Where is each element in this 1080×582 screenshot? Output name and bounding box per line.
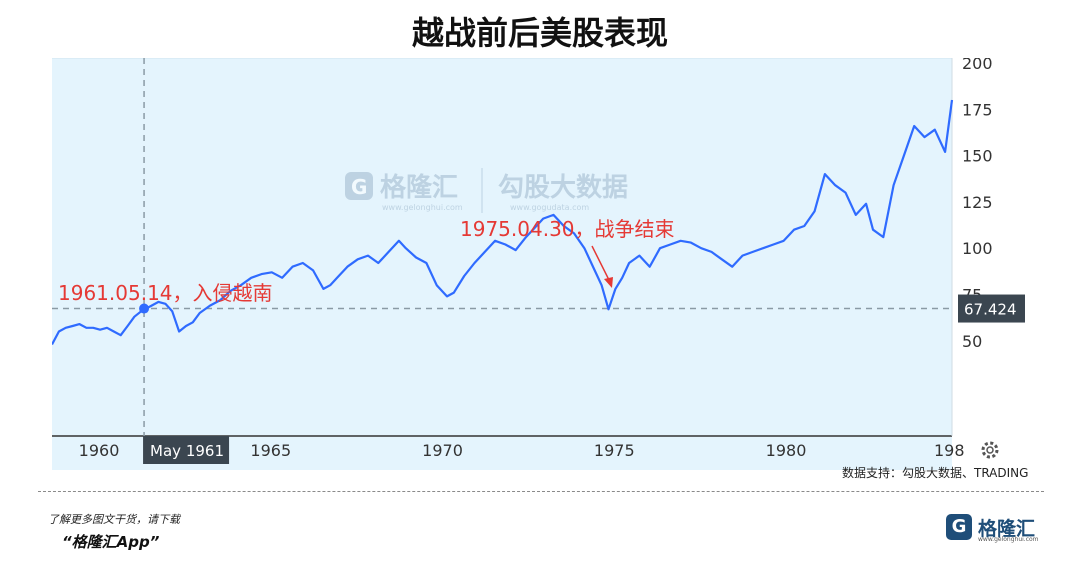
y-crosshair-badge: 67.424 bbox=[958, 294, 1025, 323]
brand-name: 格隆汇 bbox=[978, 518, 1036, 540]
svg-text:May 1961: May 1961 bbox=[150, 442, 224, 460]
chart-svg: G 格隆汇 www.gelonghui.com 勾股大数据 www.goguda… bbox=[52, 58, 1052, 470]
crosshair-point[interactable] bbox=[139, 303, 150, 314]
brand-logo-icon: G bbox=[946, 514, 972, 540]
watermark-brand: 格隆汇 bbox=[380, 172, 458, 203]
series-line bbox=[52, 99, 954, 346]
chart-title: 越战前后美股表现 bbox=[411, 14, 668, 52]
plot-background bbox=[52, 58, 952, 470]
x-tick-label: 1975 bbox=[594, 441, 635, 460]
gear-icon[interactable] bbox=[981, 441, 999, 459]
annotation-invasion: 1961.05.14，入侵越南 bbox=[58, 281, 273, 305]
y-tick-label: 100 bbox=[962, 239, 993, 258]
x-tick-label: 1965 bbox=[250, 441, 291, 460]
y-tick-label: 150 bbox=[962, 147, 993, 166]
annotation-arrow-line bbox=[591, 245, 611, 283]
brand-logo: G 格隆汇 www.gelonghui.com bbox=[946, 514, 1046, 544]
annotation-arrow-head bbox=[604, 277, 613, 288]
chart: G 格隆汇 www.gelonghui.com 勾股大数据 www.goguda… bbox=[52, 58, 1052, 470]
watermark-gogu-sub: www.gogudata.com bbox=[510, 203, 589, 212]
watermark-logo-icon bbox=[345, 172, 373, 200]
y-tick-label: 175 bbox=[962, 100, 993, 119]
y-tick-label: 50 bbox=[962, 332, 982, 351]
x-tick-label: 1960 bbox=[79, 441, 120, 460]
data-source: 数据支持：勾股大数据、TRADING bbox=[842, 466, 1029, 480]
watermark: G 格隆汇 www.gelonghui.com 勾股大数据 www.goguda… bbox=[345, 168, 628, 213]
watermark-brand-sub: www.gelonghui.com bbox=[382, 203, 463, 212]
x-tick-label: 1980 bbox=[766, 441, 807, 460]
footer-divider bbox=[38, 491, 1044, 492]
y-axis-area bbox=[952, 58, 1052, 470]
y-tick-label: 200 bbox=[962, 58, 993, 73]
x-tick-labels: 1960 1965 1970 1975 1980 198 bbox=[79, 441, 965, 460]
footer-promo-text: 了解更多图文干货，请下载 bbox=[48, 513, 180, 526]
x-crosshair-badge: May 1961 bbox=[143, 436, 230, 464]
y-tick-label: 125 bbox=[962, 193, 993, 212]
watermark-gogu: 勾股大数据 bbox=[498, 173, 628, 203]
annotation-war-end: 1975.04.30，战争结束 bbox=[460, 217, 675, 241]
y-tick-labels: 5075100125150175200 bbox=[962, 58, 993, 351]
x-tick-label: 198 bbox=[934, 441, 965, 460]
brand-sub: www.gelonghui.com bbox=[978, 536, 1039, 543]
footer-app-name: “格隆汇App” bbox=[62, 533, 160, 551]
svg-text:67.424: 67.424 bbox=[964, 301, 1017, 319]
x-tick-label: 1970 bbox=[422, 441, 463, 460]
watermark-logo-letter: G bbox=[351, 175, 367, 199]
